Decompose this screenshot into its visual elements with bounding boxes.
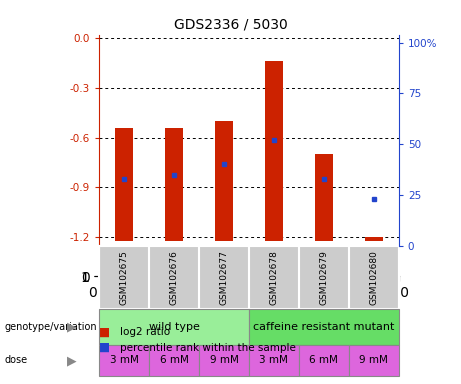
Text: ▶: ▶ xyxy=(67,320,76,333)
Bar xyxy=(365,237,383,240)
Bar xyxy=(99,309,249,345)
Bar xyxy=(215,121,233,240)
Text: genotype/variation: genotype/variation xyxy=(5,322,97,332)
Bar xyxy=(249,345,299,376)
Text: GDS2336 / 5030: GDS2336 / 5030 xyxy=(174,17,287,31)
Text: ■: ■ xyxy=(99,326,110,339)
Text: 3 mM: 3 mM xyxy=(110,356,138,366)
Text: 9 mM: 9 mM xyxy=(360,356,388,366)
Text: GSM102677: GSM102677 xyxy=(219,250,229,305)
Bar xyxy=(349,345,399,376)
Bar xyxy=(165,127,183,240)
Bar xyxy=(315,154,332,240)
Bar xyxy=(265,61,283,240)
Text: ▶: ▶ xyxy=(67,354,76,367)
Text: ■: ■ xyxy=(99,341,110,354)
Text: GSM102676: GSM102676 xyxy=(170,250,178,305)
Text: caffeine resistant mutant: caffeine resistant mutant xyxy=(253,322,395,332)
Text: dose: dose xyxy=(5,356,28,366)
Text: 6 mM: 6 mM xyxy=(160,356,189,366)
Bar xyxy=(199,345,249,376)
Bar xyxy=(299,345,349,376)
Text: 9 mM: 9 mM xyxy=(210,356,238,366)
Bar xyxy=(249,309,399,345)
Text: GSM102680: GSM102680 xyxy=(369,250,378,305)
Text: GSM102675: GSM102675 xyxy=(119,250,129,305)
Bar xyxy=(115,127,133,240)
Text: wild type: wild type xyxy=(148,322,200,332)
Text: GSM102678: GSM102678 xyxy=(269,250,278,305)
Text: 3 mM: 3 mM xyxy=(260,356,288,366)
Text: percentile rank within the sample: percentile rank within the sample xyxy=(120,343,296,353)
Text: log2 ratio: log2 ratio xyxy=(120,327,170,337)
Bar xyxy=(149,345,199,376)
Text: 6 mM: 6 mM xyxy=(309,356,338,366)
Bar xyxy=(99,345,149,376)
Text: GSM102679: GSM102679 xyxy=(319,250,328,305)
